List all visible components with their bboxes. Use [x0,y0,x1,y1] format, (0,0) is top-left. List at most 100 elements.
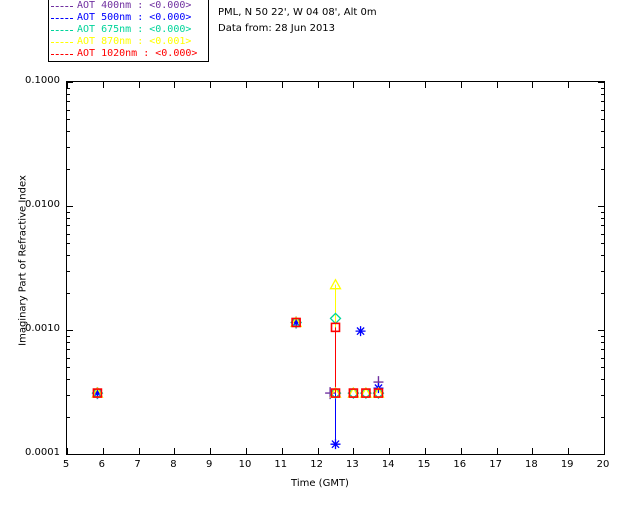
x-axis-tick-top [246,82,247,88]
legend-label: AOT 1020nm : <0.000> [77,48,198,59]
y-axis-minor-tick-right [601,131,604,133]
x-axis-tick-top [317,82,319,88]
series-aot-500nm [92,317,384,450]
marker-square [373,388,384,398]
y-axis-tick-right [598,82,604,83]
series-aot-1020nm [92,317,384,398]
y-axis-minor-tick [67,367,70,369]
y-axis-minor-tick [67,233,70,235]
x-axis-tick-label: 10 [238,459,252,470]
x-axis-tick-label: 20 [596,459,610,470]
x-axis-tick [353,448,355,454]
x-axis-tick [568,448,570,454]
series-aot-870nm [91,278,385,398]
marker-square [330,322,341,333]
y-axis-minor-tick-right [601,243,604,245]
y-axis-minor-tick-right [601,292,604,294]
x-axis-tick [604,448,605,454]
y-axis-minor-tick-right [601,109,604,111]
y-axis-minor-tick [67,270,70,272]
y-axis-tick-label: 0.0010 [25,323,60,334]
x-axis-tick-top [138,82,140,88]
y-axis-minor-tick [67,379,70,381]
x-axis-tick [102,448,104,454]
legend-label: AOT 400nm : <0.000> [77,0,192,11]
y-axis-minor-tick-right [601,416,604,418]
y-axis-tick-right [598,454,604,455]
x-axis-tick [532,448,534,454]
y-axis-minor-tick [67,357,70,359]
x-axis-tick-label: 12 [310,459,323,470]
y-axis-minor-tick-right [601,211,604,213]
marker-square [348,388,359,398]
y-axis-minor-tick [67,218,70,220]
x-axis-tick-top [67,82,68,88]
y-axis-minor-tick [67,243,70,245]
chart-title-block: PML, N 50 22', W 04 08', Alt 0m Data fro… [218,5,377,37]
x-axis-tick-top [604,82,605,88]
y-axis-tick [67,206,73,207]
legend-aot-400nm: AOT 400nm : <0.000> [51,0,205,12]
y-axis-minor-tick [67,349,70,351]
plot-area [66,81,605,455]
y-axis-minor-tick [67,168,70,170]
marker-square [291,317,301,328]
site-title: PML, N 50 22', W 04 08', Alt 0m [218,7,377,18]
marker-asterisk [330,439,341,450]
y-axis-minor-tick-right [601,218,604,220]
legend-label: AOT 675nm : <0.000> [77,24,192,35]
y-axis-minor-tick [67,342,70,344]
x-axis-tick-label: 9 [206,459,213,470]
x-axis-tick [246,448,247,454]
y-axis-minor-tick-right [601,233,604,235]
marker-square [361,388,371,398]
x-axis-tick-top [353,82,355,88]
y-axis-minor-tick [67,255,70,257]
x-axis-tick-label: 13 [346,459,359,470]
x-axis-tick [389,448,391,454]
x-axis-tick-label: 5 [62,459,70,470]
date-subtitle: Data from: 28 Jun 2013 [218,23,336,34]
y-axis-minor-tick-right [601,119,604,121]
chart-legend: AOT 400nm : <0.000> AOT 500nm : <0.000> AO… [48,0,209,62]
x-axis-tick-top [460,82,462,88]
y-axis-minor-tick-right [601,357,604,359]
x-axis-tick-label: 14 [381,459,395,470]
y-axis-tick [67,330,73,331]
y-axis-minor-tick-right [601,94,604,96]
x-axis-tick-top [174,82,176,88]
y-axis-minor-tick [67,211,70,213]
y-axis-minor-tick [67,146,70,148]
x-axis-tick-label: 19 [560,459,574,470]
x-axis-tick-top [281,82,283,88]
y-axis-tick [67,454,73,455]
legend-label: AOT 870nm : <0.001> [77,36,192,47]
y-axis-minor-tick-right [601,394,604,396]
y-axis-minor-tick-right [601,87,604,89]
marker-asterisk [355,326,366,337]
y-axis-tick-label: 0.1000 [25,75,60,86]
x-axis-tick-label: 6 [98,459,105,470]
x-axis-tick [496,448,498,454]
data-layer [91,278,385,450]
y-axis-tick-label: 0.0100 [25,199,60,210]
y-axis-minor-tick-right [601,335,604,337]
y-axis-tick-right [598,330,604,331]
y-axis-minor-tick-right [601,255,604,257]
y-axis-minor-tick [67,87,70,89]
y-axis-minor-tick [67,416,70,418]
y-axis-minor-tick-right [601,379,604,381]
x-axis-title: Time (GMT) [291,478,349,489]
legend-line-swatch-icon [51,5,73,7]
y-axis-minor-tick [67,94,70,96]
y-axis-minor-tick-right [601,270,604,272]
x-axis-tick [138,448,140,454]
legend-line-swatch-icon [51,53,73,55]
y-axis-title: Imaginary Part of Refractive Index [17,175,29,346]
y-axis-tick [67,82,73,83]
marker-asterisk [291,317,302,328]
x-axis-tick-top [496,82,498,88]
legend-line-swatch-icon [51,29,73,31]
y-axis-minor-tick [67,335,70,337]
